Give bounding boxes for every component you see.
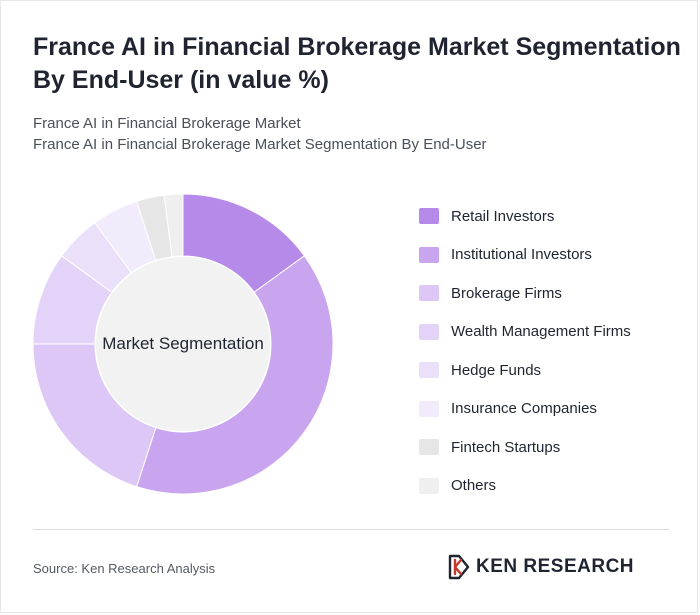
legend-label: Retail Investors [451, 207, 555, 225]
legend-swatch [419, 246, 439, 263]
donut-slice-institutional-investors [136, 255, 334, 495]
legend-swatch [419, 323, 439, 340]
donut-chart [32, 193, 334, 495]
donut-center [96, 257, 270, 431]
logo-text: KEN RESEARCH [476, 556, 635, 577]
subtitle: France AI in Financial Brokerage Market … [33, 113, 487, 155]
legend-item: Institutional Investors [419, 236, 631, 275]
legend-item: Retail Investors [419, 197, 631, 236]
legend-label: Insurance Companies [451, 400, 597, 418]
legend-swatch [419, 208, 439, 225]
legend-swatch [419, 400, 439, 417]
legend-label: Wealth Management Firms [451, 323, 631, 341]
legend-label: Hedge Funds [451, 361, 542, 379]
legend-swatch [419, 439, 439, 456]
legend-label: Brokerage Firms [451, 284, 562, 302]
ken-research-logo-icon [448, 554, 470, 580]
legend-item: Wealth Management Firms [419, 313, 631, 352]
legend-item: Fintech Startups [419, 428, 631, 467]
legend-label: Fintech Startups [451, 438, 561, 456]
legend-swatch [419, 362, 439, 379]
legend-item: Insurance Companies [419, 390, 631, 429]
legend-swatch [419, 285, 439, 302]
legend-item: Brokerage Firms [419, 274, 631, 313]
legend-label: Others [451, 477, 497, 495]
donut-center-label: Market Segmentation [102, 334, 264, 353]
chart-title: France AI in Financial Brokerage Market … [33, 33, 681, 94]
legend-swatch [419, 477, 439, 494]
chart-legend: Retail Investors Institutional Investors B… [419, 197, 631, 505]
legend-label: Institutional Investors [451, 246, 592, 264]
legend-item: Hedge Funds [419, 351, 631, 390]
source-note: Source: Ken Research Analysis [33, 561, 216, 576]
subtitle-line-2: France AI in Financial Brokerage Market … [33, 136, 487, 153]
subtitle-line-1: France AI in Financial Brokerage Market [33, 115, 301, 132]
donut-slice-others [163, 193, 184, 258]
ken-research-logo: KEN RESEARCH [448, 554, 634, 580]
footer-divider [33, 529, 669, 530]
legend-item: Others [419, 467, 631, 506]
